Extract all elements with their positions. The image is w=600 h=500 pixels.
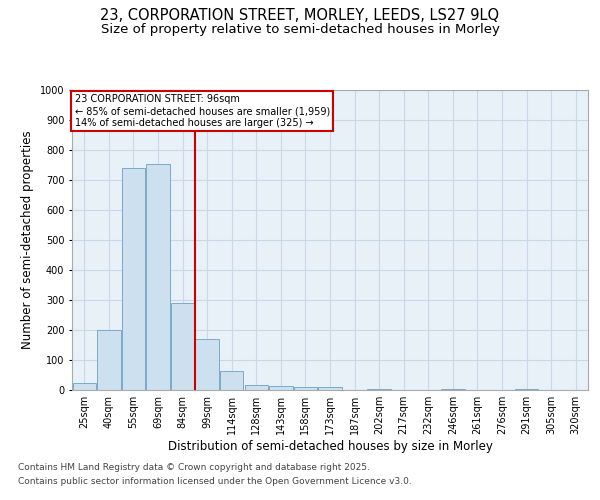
Text: 23, CORPORATION STREET, MORLEY, LEEDS, LS27 9LQ: 23, CORPORATION STREET, MORLEY, LEEDS, L… [100, 8, 500, 22]
Y-axis label: Number of semi-detached properties: Number of semi-detached properties [22, 130, 34, 350]
X-axis label: Distribution of semi-detached houses by size in Morley: Distribution of semi-detached houses by … [167, 440, 493, 453]
Bar [73, 384, 96, 390]
Bar [220, 370, 244, 390]
Bar [122, 168, 145, 390]
Bar [441, 388, 464, 390]
Bar [97, 330, 121, 390]
Bar [196, 339, 219, 390]
Text: Contains public sector information licensed under the Open Government Licence v3: Contains public sector information licen… [18, 478, 412, 486]
Bar [146, 164, 170, 390]
Text: Size of property relative to semi-detached houses in Morley: Size of property relative to semi-detach… [101, 22, 499, 36]
Bar [294, 387, 317, 390]
Bar [515, 388, 538, 390]
Text: Contains HM Land Registry data © Crown copyright and database right 2025.: Contains HM Land Registry data © Crown c… [18, 462, 370, 471]
Text: 23 CORPORATION STREET: 96sqm
← 85% of semi-detached houses are smaller (1,959)
1: 23 CORPORATION STREET: 96sqm ← 85% of se… [74, 94, 330, 128]
Bar [245, 385, 268, 390]
Bar [367, 388, 391, 390]
Bar [171, 303, 194, 390]
Bar [269, 386, 293, 390]
Bar [319, 387, 341, 390]
